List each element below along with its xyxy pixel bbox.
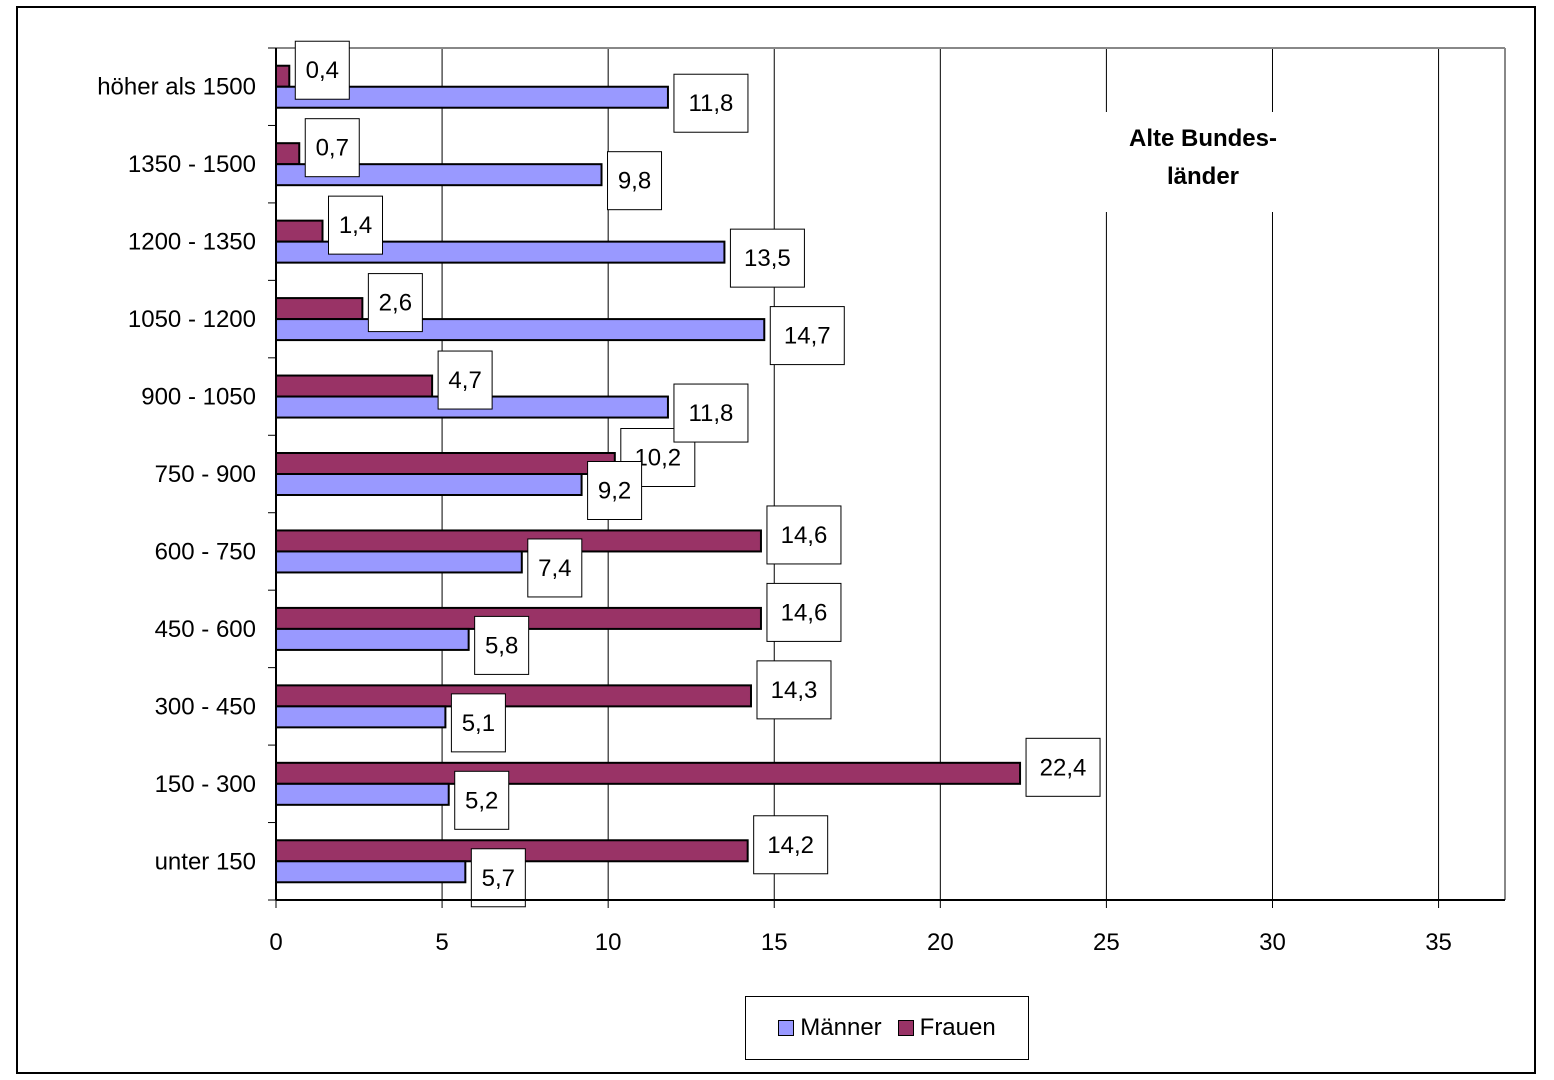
legend-item-frauen: Frauen (897, 1014, 996, 1042)
y-tick-label-10: höher als 1500 (97, 74, 256, 101)
data-label-maenner-0: 5,7 (482, 865, 515, 892)
x-tick-label-1: 5 (435, 929, 448, 956)
data-label-box-maenner-0 (470, 848, 526, 908)
data-label-box-maenner-4 (527, 538, 583, 598)
bar-frauen-2 (275, 684, 752, 708)
y-tick-label-3: 450 - 600 (155, 616, 256, 643)
bar-frauen-6 (275, 374, 434, 398)
data-label-box-maenner-1 (454, 770, 510, 830)
data-label-box-maenner-7 (769, 306, 845, 366)
data-label-frauen-7: 2,6 (379, 290, 412, 317)
bar-maenner-0 (275, 860, 467, 884)
data-label-frauen-1: 22,4 (1040, 754, 1087, 781)
data-label-maenner-7: 14,7 (784, 323, 831, 350)
data-label-maenner-9: 9,8 (618, 168, 651, 195)
x-tick-label-3: 15 (761, 929, 788, 956)
data-label-box-maenner-6 (673, 383, 749, 443)
annotation-line-0: Alte Bundes- (1129, 125, 1277, 152)
bar-frauen-4 (275, 529, 762, 553)
bar-maenner-4 (275, 550, 523, 574)
legend: Männer Frauen (745, 996, 1029, 1060)
annotation-line-1: länder (1167, 163, 1239, 190)
data-label-box-maenner-3 (474, 615, 530, 675)
data-label-box-frauen-2 (756, 660, 832, 720)
data-label-frauen-10: 0,4 (306, 57, 339, 84)
legend-item-maenner: Männer (778, 1014, 882, 1042)
bar-frauen-9 (275, 142, 301, 166)
data-label-box-frauen-8 (328, 195, 384, 255)
legend-swatch-maenner (778, 1020, 795, 1036)
x-tick-label-7: 35 (1425, 929, 1452, 956)
data-label-box-frauen-6 (437, 350, 493, 410)
data-label-maenner-5: 9,2 (598, 478, 631, 505)
data-label-maenner-4: 7,4 (538, 555, 571, 582)
bar-frauen-1 (275, 761, 1022, 785)
data-label-maenner-2: 5,1 (462, 710, 495, 737)
bar-maenner-2 (275, 705, 447, 729)
data-label-maenner-6: 11,8 (688, 400, 733, 427)
y-tick-label-6: 900 - 1050 (141, 384, 256, 411)
data-label-box-maenner-2 (450, 693, 506, 753)
y-tick-label-4: 600 - 750 (155, 538, 256, 565)
legend-swatch-frauen (897, 1020, 914, 1036)
bar-maenner-3 (275, 627, 470, 651)
bar-maenner-7 (275, 318, 766, 342)
data-label-box-maenner-9 (607, 151, 663, 211)
y-tick-label-9: 1350 - 1500 (128, 151, 256, 178)
y-tick-label-5: 750 - 900 (155, 461, 256, 488)
data-label-frauen-3: 14,6 (781, 599, 828, 626)
y-tick-label-7: 1050 - 1200 (128, 306, 256, 333)
data-label-maenner-1: 5,2 (465, 787, 498, 814)
bar-frauen-10 (275, 64, 291, 88)
x-tick-label-4: 20 (927, 929, 954, 956)
data-label-box-frauen-3 (766, 582, 842, 642)
legend-label-maenner: Männer (800, 1014, 882, 1041)
data-label-frauen-0: 14,2 (767, 832, 814, 859)
data-label-box-frauen-4 (766, 505, 842, 565)
legend-label-frauen: Frauen (919, 1014, 996, 1041)
x-tick-label-0: 0 (269, 929, 282, 956)
data-label-maenner-3: 5,8 (485, 632, 518, 659)
x-tick-label-2: 10 (595, 929, 622, 956)
bar-frauen-7 (275, 297, 364, 321)
data-label-box-frauen-0 (753, 815, 829, 875)
data-label-box-frauen-10 (294, 40, 350, 100)
y-tick-label-0: unter 150 (155, 848, 256, 875)
data-label-box-frauen-7 (367, 273, 423, 333)
data-label-frauen-8: 1,4 (339, 212, 372, 239)
data-label-frauen-6: 4,7 (448, 367, 481, 394)
x-tick-label-6: 30 (1259, 929, 1286, 956)
x-tick-label-5: 25 (1093, 929, 1120, 956)
y-tick-label-2: 300 - 450 (155, 693, 256, 720)
data-label-box-frauen-9 (304, 118, 360, 178)
bar-frauen-5 (275, 452, 616, 475)
data-label-box-maenner-8 (729, 228, 805, 288)
data-label-frauen-9: 0,7 (316, 135, 349, 162)
bar-maenner-1 (275, 782, 450, 806)
bar-maenner-5 (275, 473, 583, 496)
data-label-box-maenner-10 (673, 73, 749, 133)
y-tick-label-8: 1200 - 1350 (128, 229, 256, 256)
data-label-box-frauen-1 (1025, 737, 1101, 797)
data-label-frauen-5: 10,2 (634, 445, 681, 472)
data-label-maenner-8: 13,5 (744, 245, 791, 272)
annotation-bg (1082, 112, 1322, 212)
data-label-frauen-2: 14,3 (771, 677, 818, 704)
data-label-box-maenner-5 (587, 461, 643, 520)
data-label-frauen-4: 14,6 (781, 522, 828, 549)
data-label-maenner-10: 11,8 (688, 90, 733, 117)
bar-frauen-8 (275, 219, 324, 243)
y-tick-label-1: 150 - 300 (155, 771, 256, 798)
